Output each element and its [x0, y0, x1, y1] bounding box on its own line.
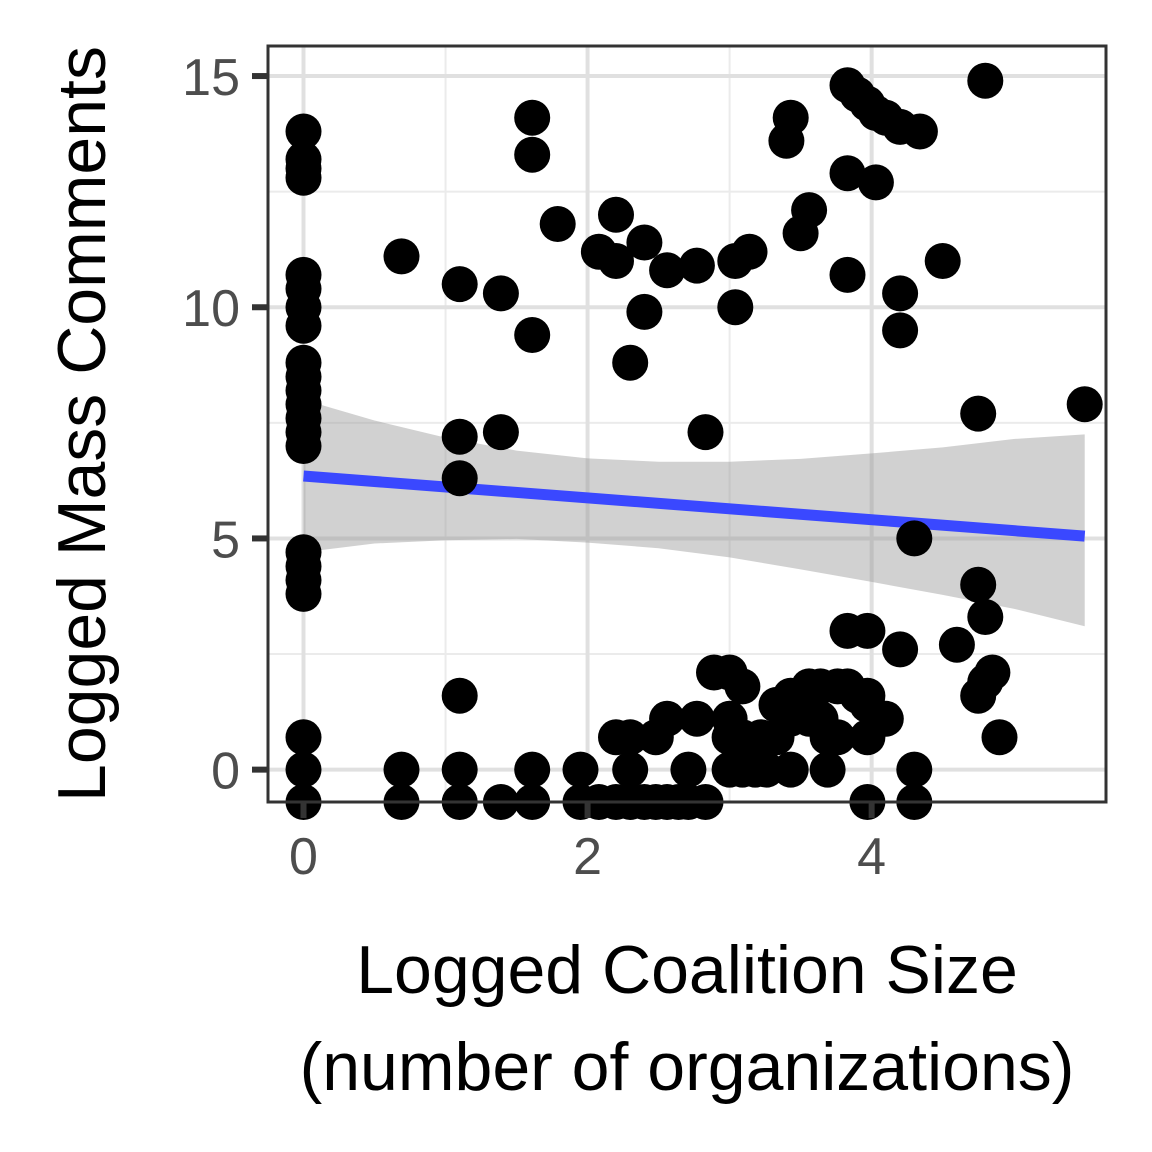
data-point: [285, 113, 322, 150]
x-axis-title-line-1: Logged Coalition Size: [356, 932, 1018, 1008]
data-point: [717, 289, 754, 326]
plot-panel-border: [266, 44, 1108, 804]
confidence-band: [303, 399, 1085, 627]
data-point: [849, 612, 886, 649]
data-point: [981, 719, 1018, 756]
data-point: [285, 307, 322, 344]
data-point: [285, 428, 322, 464]
data-point: [285, 575, 322, 612]
data-point: [731, 233, 768, 270]
data-point: [819, 719, 856, 756]
data-point: [678, 247, 715, 284]
data-point: [809, 751, 846, 788]
data-point: [967, 599, 1004, 635]
y-tick-label: 5: [211, 511, 240, 569]
data-point: [960, 395, 997, 432]
y-tick-label: 15: [182, 49, 240, 107]
data-point: [967, 62, 1004, 99]
data-point: [514, 751, 551, 788]
data-point: [974, 654, 1011, 691]
data-point: [687, 414, 724, 451]
data-point: [562, 751, 599, 788]
data-point: [857, 164, 894, 201]
data-point: [482, 275, 519, 312]
axis-ticks: 0 2 4 0 5 10 15: [182, 49, 886, 886]
data-point: [598, 243, 634, 279]
data-point: [901, 113, 938, 150]
data-point: [285, 751, 322, 788]
x-tick-label: 4: [857, 828, 886, 886]
data-point: [612, 751, 649, 788]
data-point: [441, 751, 478, 788]
data-point: [482, 414, 519, 451]
data-point: [867, 700, 904, 737]
data-point: [829, 155, 866, 192]
y-tick-label: 10: [182, 280, 240, 338]
trend-line-layer: [303, 470, 1086, 542]
data-point: [514, 99, 551, 136]
data-point: [772, 751, 809, 788]
data-point: [724, 668, 761, 705]
y-tick-label: 0: [211, 743, 240, 801]
data-point: [924, 243, 961, 279]
data-point: [960, 566, 997, 603]
data-points: [285, 62, 1103, 820]
data-point: [791, 192, 828, 229]
data-point: [383, 238, 420, 275]
data-point: [626, 224, 663, 261]
x-tick-label: 2: [573, 828, 602, 886]
data-point: [882, 275, 919, 312]
data-point: [626, 293, 663, 330]
data-point: [514, 136, 551, 173]
data-point: [539, 206, 576, 242]
data-point: [678, 700, 715, 737]
x-tick-label: 0: [289, 828, 318, 886]
data-point: [649, 252, 686, 289]
confidence-band-layer: [303, 399, 1085, 627]
data-point: [598, 196, 634, 233]
data-point: [514, 317, 551, 353]
x-axis-title-line-2: (number of organizations): [300, 1029, 1075, 1105]
data-point: [441, 266, 478, 303]
data-point: [882, 312, 919, 349]
data-point: [896, 751, 933, 788]
data-point: [1066, 386, 1103, 423]
data-point: [670, 751, 707, 788]
data-point: [896, 520, 933, 557]
data-point: [285, 719, 322, 756]
data-point: [441, 460, 478, 497]
data-point: [285, 159, 322, 196]
data-point: [441, 418, 478, 455]
data-point: [829, 256, 866, 293]
data-point: [772, 99, 809, 136]
data-point: [441, 677, 478, 714]
trend-line: [303, 470, 1086, 542]
data-point: [938, 626, 975, 663]
y-axis-title: Logged Mass Comments: [44, 46, 120, 802]
data-point: [612, 344, 649, 381]
data-point: [649, 700, 686, 737]
data-point: [612, 719, 649, 756]
data-point: [882, 631, 919, 668]
data-point: [383, 751, 420, 788]
